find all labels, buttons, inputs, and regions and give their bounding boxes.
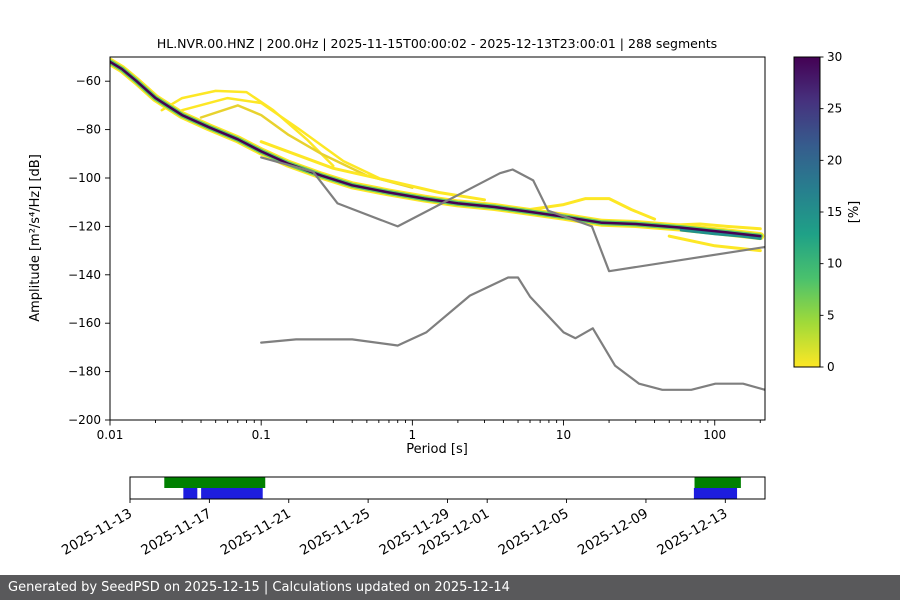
colorbar-tick-label: 20 (827, 153, 842, 167)
y-tick-label: −100 (68, 171, 101, 185)
noise-model-nhnm (260, 156, 765, 273)
colorbar-ticks: 0 5 10 15 20 25 30 (820, 50, 842, 374)
colorbar-tick-label: 0 (827, 360, 835, 374)
coverage-green-1 (164, 477, 266, 488)
y-tick-label: −60 (76, 74, 101, 88)
x-tick-label: 1 (409, 428, 417, 442)
colorbar-tick-label: 10 (827, 257, 842, 271)
y-tick-label: −180 (68, 365, 101, 379)
psd-band-yellow (110, 57, 765, 241)
colorbar-tick-label: 15 (827, 205, 842, 219)
chart-title: HL.NVR.00.HNZ | 200.0Hz | 2025-11-15T00:… (157, 36, 717, 51)
noise-model-nlnm (260, 276, 765, 391)
timeline-tick-label: 2025-11-21 (218, 506, 294, 559)
y-tick-label: −140 (68, 268, 101, 282)
ppsd-figure: HL.NVR.00.HNZ | 200.0Hz | 2025-11-15T00:… (28, 36, 862, 559)
x-tick-label: 10 (556, 428, 571, 442)
y-tick-label: −120 (68, 219, 101, 233)
plot-border (109, 56, 766, 421)
colorbar-tick-label: 5 (827, 308, 835, 322)
y-tick-label: −80 (76, 123, 101, 137)
footer-status-bar: Generated by SeedPSD on 2025-12-15 | Cal… (0, 575, 900, 600)
x-axis-label: Period [s] (406, 442, 468, 457)
x-tick-label: 100 (703, 428, 726, 442)
psd-spread-loop-3 (199, 104, 414, 189)
timeline-tick-label: 2025-12-13 (654, 506, 730, 559)
colorbar (793, 56, 821, 368)
psd-band-green (110, 59, 763, 239)
y-axis-label: Amplitude [m²/s⁴/Hz] [dB] (28, 154, 43, 322)
psd-spread-loop-2 (180, 96, 381, 180)
psd-microseism-bump (528, 197, 657, 221)
coverage-blue-1b (201, 488, 263, 499)
colorbar-tick-label: 25 (827, 102, 842, 116)
y-tick-label: −200 (68, 413, 101, 427)
coverage-green-2 (694, 477, 741, 488)
psd-longperiod-teal (679, 228, 762, 240)
psd-band-mode (110, 60, 762, 238)
x-tick-label: 0.1 (252, 428, 271, 442)
timeline-axis: 2025-11-13 2025-11-17 2025-11-21 2025-11-25… (59, 476, 766, 559)
colorbar-label: [%] (847, 201, 862, 224)
coverage-blue-1a (183, 488, 198, 499)
x-tick-label: 0.01 (97, 428, 124, 442)
coverage-blue-2 (693, 488, 738, 499)
timeline-tick-label: 2025-12-09 (575, 506, 651, 559)
colorbar-tick-label: 30 (827, 50, 842, 64)
timeline-tick-label: 2025-11-13 (59, 506, 135, 559)
timeline-tick-label: 2025-12-05 (496, 506, 572, 559)
psd-series-layer (110, 57, 765, 391)
timeline-tick-label: 2025-11-25 (297, 506, 373, 559)
psd-spread-ridge (259, 140, 486, 202)
psd-spread-loop-1 (160, 89, 335, 168)
timeline-tick-label: 2025-11-17 (138, 506, 214, 559)
y-tick-label: −160 (68, 316, 101, 330)
